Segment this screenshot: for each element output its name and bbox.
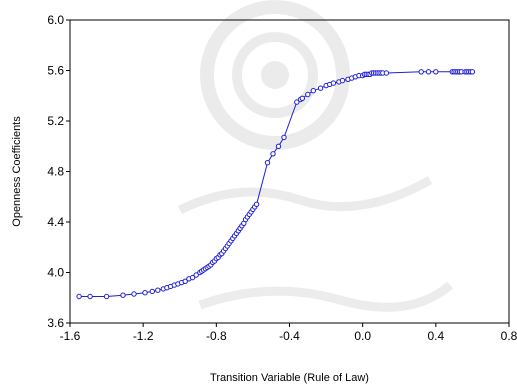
x-tick-label: -0.8 <box>206 329 227 343</box>
y-tick-label: 4.4 <box>47 215 64 229</box>
data-point <box>275 143 282 150</box>
plot-frame <box>69 19 510 324</box>
data-point <box>142 290 148 296</box>
data-point <box>299 95 305 102</box>
x-tick-label: -1.2 <box>133 329 154 343</box>
data-point <box>433 69 439 75</box>
data-point <box>193 272 199 278</box>
data-point <box>182 278 188 284</box>
data-point <box>131 291 137 297</box>
data-point <box>317 85 324 91</box>
y-tick-label: 6.0 <box>47 13 64 27</box>
data-point <box>155 287 161 293</box>
axis-ticks: -1.6 -1.2 -0.8 -0.4 0.0 0.4 0.8 3.6 4.0 4.4 4.8 5.2… <box>47 13 517 343</box>
data-point <box>305 91 311 98</box>
data-point <box>87 293 93 300</box>
data-point <box>330 80 337 86</box>
x-axis-label: Transition Variable (Rule of Law) <box>210 372 369 384</box>
data-point <box>253 201 260 208</box>
data-point <box>120 292 126 298</box>
data-point <box>264 160 271 166</box>
data-point <box>189 274 196 281</box>
x-tick-label: 0.4 <box>427 329 444 343</box>
y-axis-label: Openness Coefficients <box>11 116 23 227</box>
y-tick-label: 5.2 <box>47 114 64 128</box>
data-point <box>469 69 476 75</box>
x-tick-label: -1.6 <box>60 329 81 343</box>
data-point <box>383 70 390 76</box>
data-point <box>310 88 316 94</box>
data-point <box>76 293 82 300</box>
data-point <box>149 288 156 295</box>
data-point <box>425 69 432 75</box>
series-markers <box>76 69 476 300</box>
data-point <box>418 69 424 75</box>
data-point <box>294 99 300 105</box>
y-tick-label: 4.8 <box>47 165 64 179</box>
x-tick-label: -0.4 <box>279 329 300 343</box>
y-tick-label: 4.0 <box>47 266 64 280</box>
data-point <box>103 293 110 300</box>
y-tick-label: 3.6 <box>47 316 64 330</box>
x-tick-label: 0.0 <box>354 329 371 343</box>
x-tick-label: 0.8 <box>501 329 517 343</box>
y-tick-label: 5.6 <box>47 64 64 78</box>
data-point <box>281 134 287 141</box>
watermark-logo <box>177 0 453 312</box>
data-point <box>270 151 276 157</box>
data-point <box>339 77 346 84</box>
